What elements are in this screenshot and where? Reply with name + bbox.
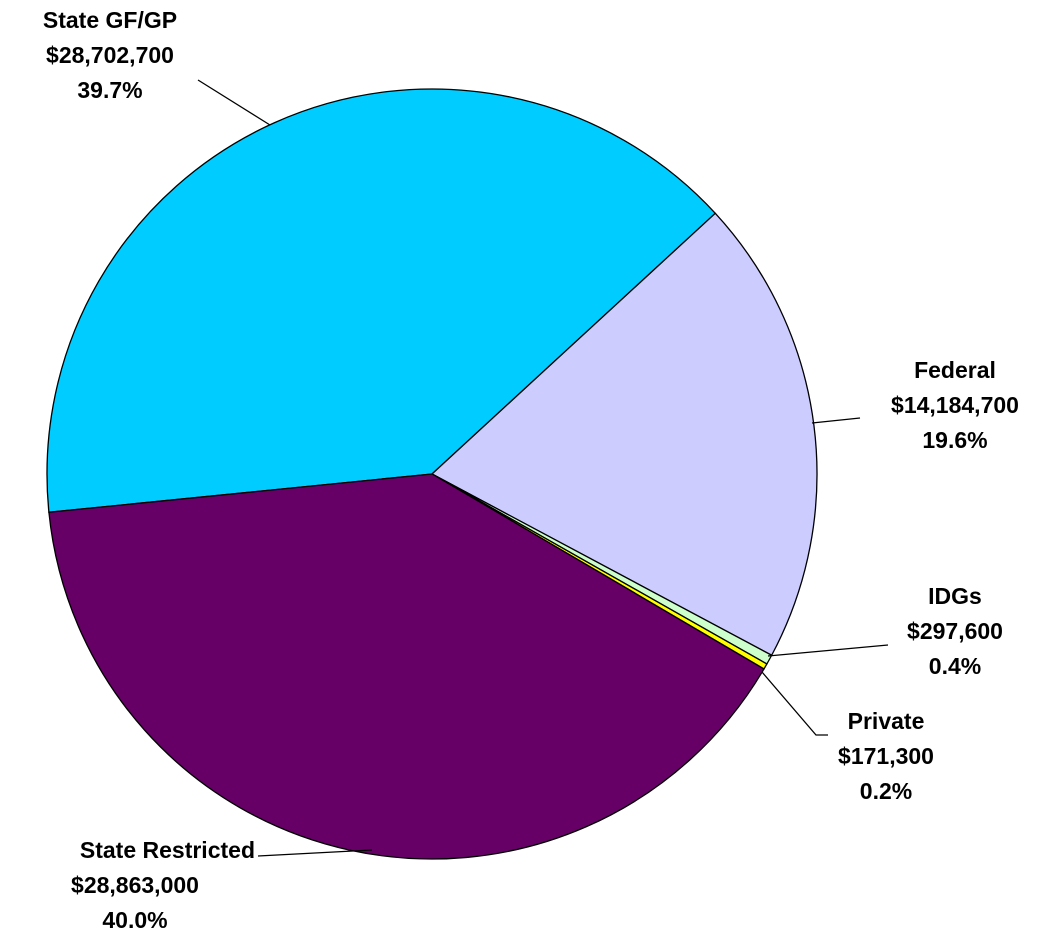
slice-label-percent: 0.2% (860, 778, 912, 804)
pie-slice (46, 88, 717, 513)
leader-line (257, 849, 373, 857)
slice-label-name: Private (848, 708, 925, 734)
slice-label-name: Federal (914, 357, 996, 383)
slice-label-name: IDGs (928, 583, 982, 609)
slice-label-value: $28,863,000 (71, 872, 199, 898)
pie-slice (430, 212, 818, 657)
pie-slice (48, 473, 765, 860)
slice-label-name: State GF/GP (43, 7, 177, 33)
slice-label-value: $14,184,700 (891, 392, 1019, 418)
slice-label-percent: 19.6% (922, 427, 987, 453)
slice-label-value: $28,702,700 (46, 42, 174, 68)
slice-label-name: State Restricted (80, 837, 255, 863)
slice-label-percent: 0.4% (929, 653, 981, 679)
leader-line (197, 79, 271, 126)
slice-label-percent: 40.0% (102, 907, 167, 933)
slice-label-value: $171,300 (838, 743, 934, 769)
leader-line (761, 671, 828, 736)
slice-label-percent: 39.7% (77, 77, 142, 103)
slice-label-value: $297,600 (907, 618, 1003, 644)
leader-line (767, 644, 889, 657)
leader-line (811, 417, 861, 424)
